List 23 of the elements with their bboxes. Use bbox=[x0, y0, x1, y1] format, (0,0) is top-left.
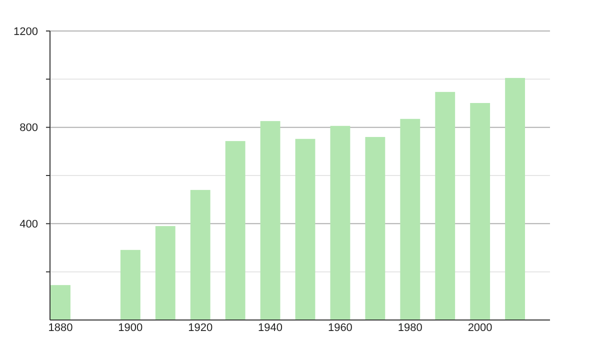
y-tick-label: 800 bbox=[20, 122, 38, 134]
bar bbox=[295, 138, 316, 320]
bar bbox=[400, 118, 420, 320]
x-tick-label: 2000 bbox=[468, 322, 492, 334]
bar bbox=[470, 103, 490, 320]
bar bbox=[155, 226, 176, 320]
x-tick-label: 1940 bbox=[258, 322, 283, 334]
x-tick-label: 1900 bbox=[118, 322, 143, 334]
bar bbox=[330, 126, 350, 320]
bar bbox=[435, 92, 456, 320]
bar bbox=[120, 250, 140, 320]
bar bbox=[50, 285, 70, 320]
y-tick-label: 1200 bbox=[14, 26, 38, 38]
y-tick-label: 400 bbox=[20, 218, 38, 231]
x-tick-label: 1980 bbox=[398, 322, 422, 334]
bar bbox=[365, 136, 386, 320]
x-tick-label: 1880 bbox=[48, 322, 73, 334]
bar bbox=[260, 121, 280, 320]
bar bbox=[190, 190, 210, 320]
x-tick-label: 1960 bbox=[328, 322, 352, 334]
bar bbox=[505, 78, 525, 320]
x-tick-label: 1920 bbox=[188, 322, 213, 334]
bar bbox=[225, 141, 246, 320]
